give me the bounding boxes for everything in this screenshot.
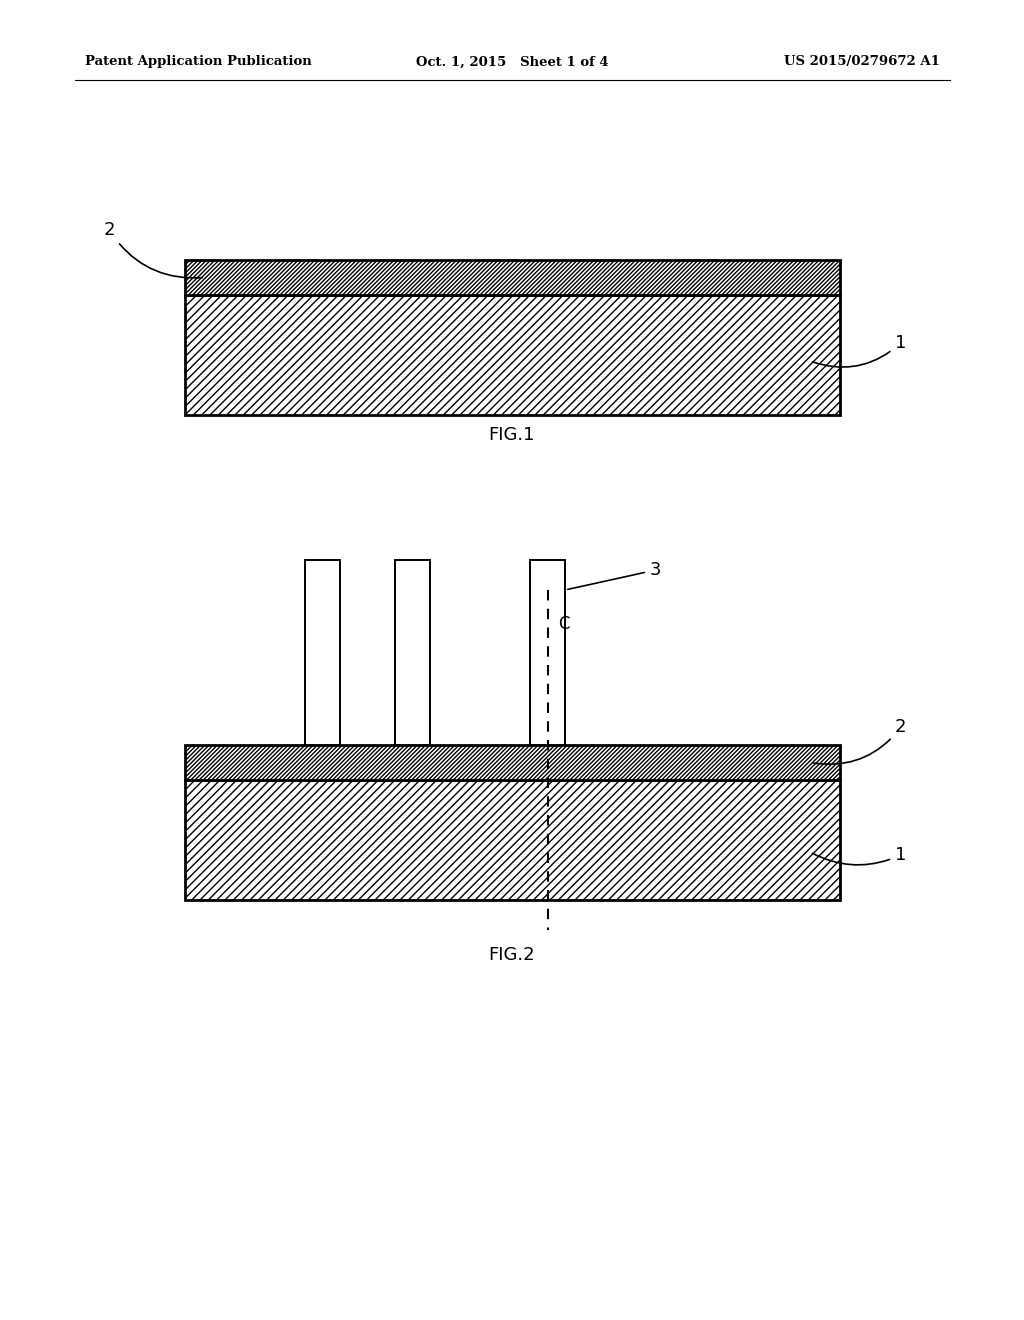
Bar bbox=[185, 260, 840, 294]
Bar bbox=[185, 780, 840, 900]
Text: C: C bbox=[558, 615, 569, 634]
Text: Patent Application Publication: Patent Application Publication bbox=[85, 55, 311, 69]
Bar bbox=[185, 260, 840, 294]
Bar bbox=[395, 560, 430, 744]
Bar bbox=[185, 744, 840, 780]
Bar bbox=[185, 294, 840, 414]
Bar bbox=[530, 560, 565, 744]
Text: Oct. 1, 2015   Sheet 1 of 4: Oct. 1, 2015 Sheet 1 of 4 bbox=[416, 55, 608, 69]
Text: FIG.1: FIG.1 bbox=[488, 426, 536, 444]
Text: 2: 2 bbox=[813, 718, 906, 764]
Text: FIG.2: FIG.2 bbox=[488, 946, 536, 964]
Text: US 2015/0279672 A1: US 2015/0279672 A1 bbox=[784, 55, 940, 69]
Bar bbox=[185, 780, 840, 900]
Text: 1: 1 bbox=[812, 846, 906, 865]
Text: 2: 2 bbox=[103, 220, 202, 279]
Text: 1: 1 bbox=[813, 334, 906, 367]
Bar bbox=[185, 294, 840, 414]
Text: 3: 3 bbox=[567, 561, 662, 590]
Bar bbox=[185, 744, 840, 780]
Bar bbox=[305, 560, 340, 744]
